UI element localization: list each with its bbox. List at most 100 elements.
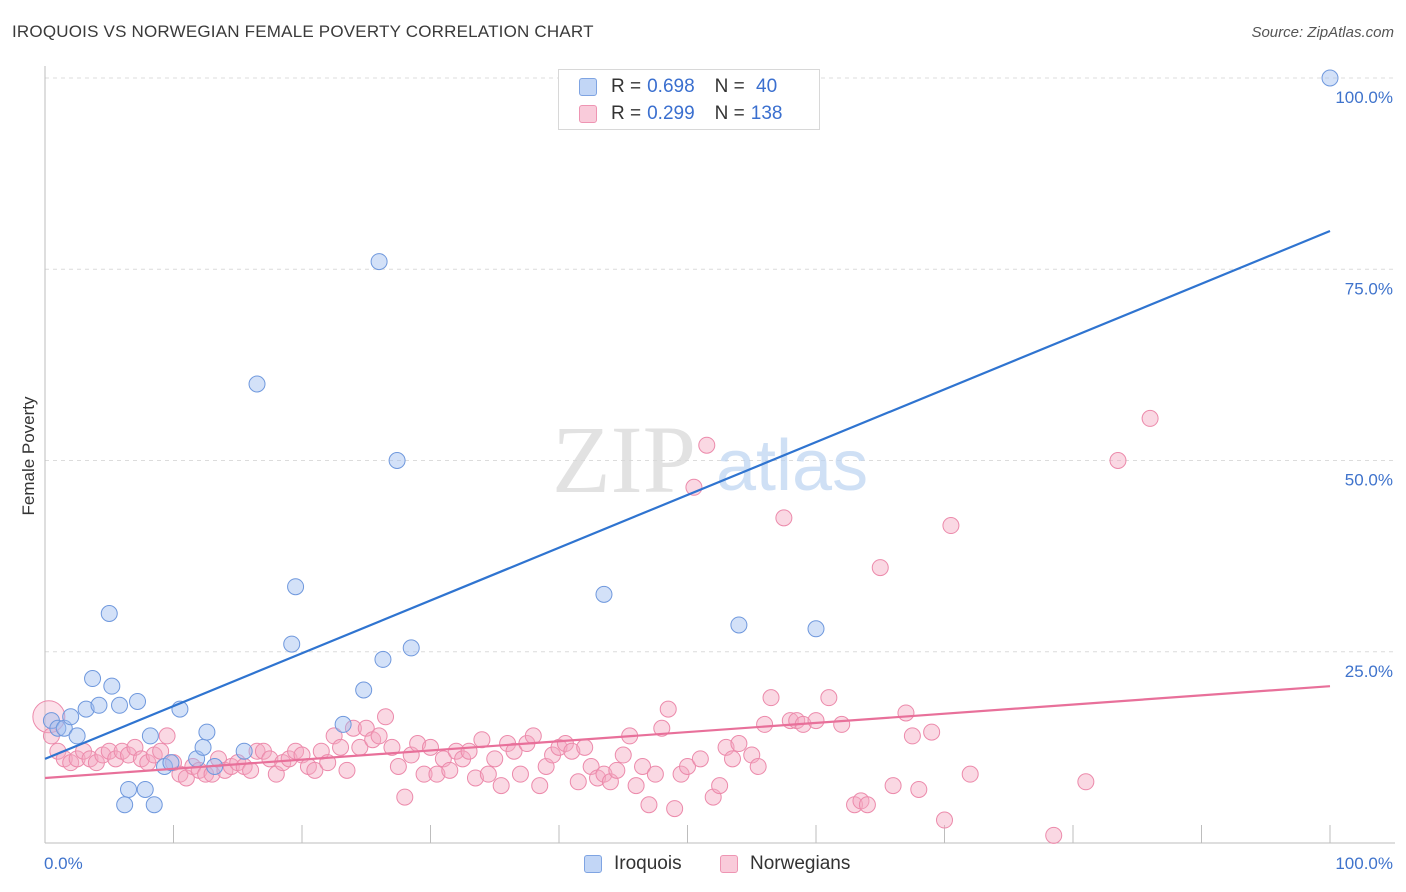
legend-item-iroquois: Iroquois xyxy=(584,852,682,876)
iroquois-point xyxy=(807,620,825,638)
chart-source: Source: ZipAtlas.com xyxy=(1251,24,1394,41)
iroquois-point xyxy=(287,578,305,596)
iroquois-point xyxy=(374,650,392,668)
norwegians-point xyxy=(923,723,941,741)
legend-n-value: 40 xyxy=(750,76,778,97)
norwegians-point xyxy=(775,509,793,527)
norwegians-point xyxy=(679,758,696,775)
norwegians-point xyxy=(634,758,652,775)
iroquois-point xyxy=(730,616,748,634)
norwegians-point xyxy=(1045,826,1063,844)
norwegians-point xyxy=(936,811,953,829)
legend-n-value: 138 xyxy=(750,103,783,124)
iroquois-point xyxy=(235,742,253,760)
y-tick-label: 75.0% xyxy=(1345,279,1393,298)
norwegians-point xyxy=(531,777,549,795)
iroquois-point xyxy=(162,754,180,772)
iroquois-point xyxy=(370,253,388,271)
norwegians-point xyxy=(1109,452,1127,469)
iroquois-point xyxy=(84,670,102,688)
iroquois-point xyxy=(388,452,406,469)
norwegians-point xyxy=(344,719,362,737)
norwegians-point xyxy=(248,742,266,760)
norwegians-point xyxy=(749,758,767,775)
legend-row-norwegians: R = 0.299 N = 138 xyxy=(579,102,782,126)
legend-label-norwegians: Norwegians xyxy=(750,853,851,874)
iroquois-point xyxy=(68,727,86,745)
norwegians-point xyxy=(158,727,176,745)
norwegians-point xyxy=(383,738,401,756)
norwegians-point xyxy=(762,689,780,707)
norwegians-point xyxy=(415,765,433,783)
legend-r-label: R = xyxy=(611,103,642,124)
series-norwegians-points xyxy=(32,409,1159,844)
norwegians-point xyxy=(756,715,774,733)
norwegians-point xyxy=(640,796,658,814)
norwegians-point xyxy=(466,769,484,787)
y-tick-label: 50.0% xyxy=(1345,471,1393,490)
legend-swatch-iroquois xyxy=(579,78,597,96)
norwegians-point xyxy=(646,765,664,783)
norwegians-point xyxy=(370,727,388,745)
iroquois-point xyxy=(62,708,80,726)
y-axis-label: Female Poverty xyxy=(19,396,38,516)
legend-r-label: R = xyxy=(611,76,642,97)
norwegians-point xyxy=(807,712,825,730)
legend-r-value: 0.299 xyxy=(647,103,695,124)
norwegians-point xyxy=(871,559,889,577)
norwegians-point xyxy=(332,738,350,756)
iroquois-point xyxy=(116,796,134,814)
legend-swatch-iroquois xyxy=(584,855,602,873)
norwegians-point xyxy=(492,777,510,795)
norwegians-point xyxy=(486,750,504,768)
y-tick-label: 25.0% xyxy=(1345,662,1393,681)
legend-n-label: N = xyxy=(714,103,745,124)
y-tick-labels: 25.0% 50.0% 75.0% 100.0% xyxy=(1335,88,1393,681)
legend-swatch-norwegians xyxy=(720,855,738,873)
gridlines xyxy=(45,77,1395,653)
x-tick-labels: 0.0% 100.0% xyxy=(44,854,1393,873)
norwegians-point xyxy=(961,765,979,783)
norwegians-point xyxy=(377,708,395,726)
legend-r-value: 0.698 xyxy=(647,76,695,97)
iroquois-point xyxy=(595,585,613,603)
norwegians-point xyxy=(306,761,324,779)
legend-swatch-norwegians xyxy=(579,105,597,123)
y-tick-label: 100.0% xyxy=(1335,88,1393,107)
norwegians-trend-line xyxy=(44,685,1331,780)
iroquois-point xyxy=(120,780,138,798)
norwegians-point xyxy=(691,750,709,768)
norwegians-point xyxy=(576,738,594,756)
iroquois-point xyxy=(129,692,147,710)
iroquois-point xyxy=(402,639,420,657)
iroquois-point xyxy=(90,696,108,714)
iroquois-point xyxy=(49,719,67,737)
norwegians-point xyxy=(524,727,542,745)
iroquois-point xyxy=(141,727,159,745)
legend-item-norwegians: Norwegians xyxy=(720,852,850,876)
norwegians-point xyxy=(942,517,960,535)
axes xyxy=(44,66,1395,844)
iroquois-point xyxy=(1321,69,1339,87)
iroquois-point xyxy=(111,696,129,714)
iroquois-point xyxy=(248,375,266,393)
norwegians-point xyxy=(858,796,876,814)
iroquois-trend-line xyxy=(44,229,1331,760)
norwegians-point xyxy=(505,742,523,760)
norwegians-point xyxy=(428,765,446,783)
iroquois-point xyxy=(100,605,118,622)
norwegians-point xyxy=(1141,409,1159,427)
correlation-legend: R = 0.698 N = 40 R = 0.299 N = 138 xyxy=(558,69,820,130)
norwegians-point xyxy=(666,800,684,818)
norwegians-point xyxy=(659,700,677,718)
norwegians-point xyxy=(338,761,356,779)
norwegians-point xyxy=(1077,773,1095,791)
norwegians-point xyxy=(820,689,838,707)
iroquois-point xyxy=(283,635,301,653)
norwegians-point xyxy=(653,719,671,737)
chart-title: IROQUOIS VS NORWEGIAN FEMALE POVERTY COR… xyxy=(12,22,594,41)
iroquois-point xyxy=(77,700,95,718)
legend-label-iroquois: Iroquois xyxy=(614,853,682,874)
legend-row-iroquois: R = 0.698 N = 40 xyxy=(579,75,777,99)
norwegians-point xyxy=(389,758,407,775)
